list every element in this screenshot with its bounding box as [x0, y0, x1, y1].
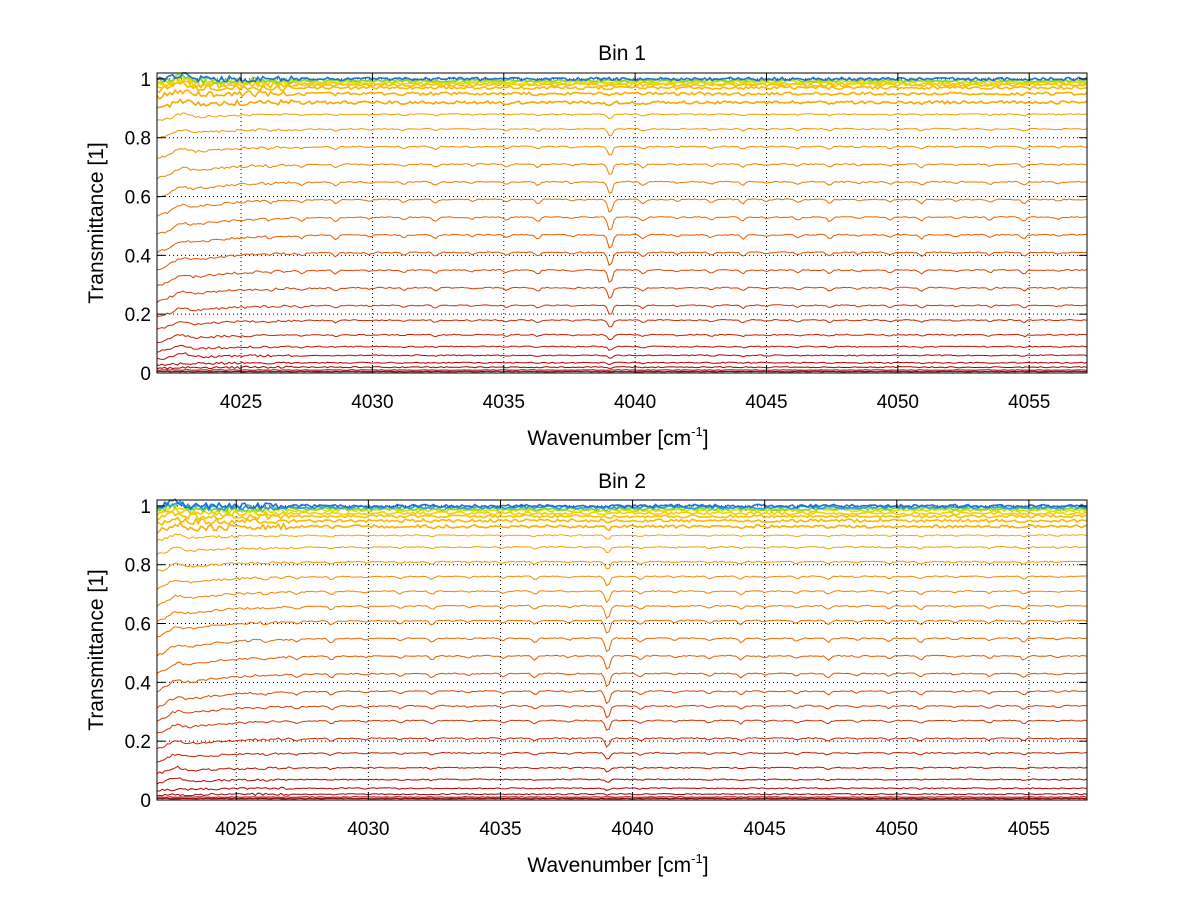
- series-line: [157, 575, 1087, 590]
- y-tick-label: 0.6: [125, 615, 151, 636]
- series-line: [157, 521, 1087, 534]
- x-tick-label: 4045: [745, 392, 787, 413]
- series-line: [157, 361, 1087, 367]
- x-axis-label-end: ]: [703, 427, 709, 450]
- x-tick-label: 4030: [351, 392, 393, 413]
- series-line: [157, 654, 1087, 674]
- x-tick-label: 4050: [877, 392, 919, 413]
- x-tick-label: 4055: [1008, 819, 1050, 840]
- y-tick-label: 1: [140, 497, 151, 518]
- y-tick-label: 0.2: [125, 732, 151, 753]
- y-tick-label: 0.8: [125, 129, 151, 150]
- series-line: [157, 501, 1087, 514]
- x-tick-label: 4025: [215, 819, 257, 840]
- series-line: [157, 112, 1087, 121]
- series-line: [157, 619, 1087, 638]
- y-tick-label: 0.4: [125, 673, 152, 694]
- x-axis-label-main: Wavenumber [cm: [527, 427, 691, 450]
- y-axis-label: Transmittance [1]: [85, 142, 108, 303]
- series-line: [157, 233, 1087, 254]
- y-tick-label: 0.8: [125, 556, 151, 577]
- series-line: [157, 344, 1087, 353]
- series-line: [157, 796, 1087, 798]
- x-tick-label: 4040: [614, 392, 656, 413]
- series-group: [157, 498, 1087, 800]
- series-line: [157, 76, 1087, 88]
- series-line: [157, 333, 1087, 344]
- series-line: [157, 590, 1087, 607]
- series-line: [157, 604, 1087, 622]
- series-line: [157, 506, 1087, 518]
- series-line: [157, 510, 1087, 522]
- series-line: [157, 765, 1087, 775]
- series-line: [157, 352, 1087, 360]
- series-line: [157, 672, 1087, 693]
- series-line: [157, 304, 1087, 318]
- series-line: [157, 533, 1087, 542]
- x-axis-label: Wavenumber [cm-1]: [527, 424, 708, 450]
- x-axis-label-superscript: -1: [691, 424, 703, 439]
- x-tick-label: 4040: [611, 819, 653, 840]
- series-line: [157, 88, 1087, 101]
- x-tick-label: 4055: [1008, 392, 1050, 413]
- series-line: [157, 180, 1087, 198]
- series-line: [157, 560, 1087, 572]
- x-tick-label: 4025: [220, 392, 262, 413]
- chart-title: Bin 2: [598, 470, 646, 493]
- series-line: [157, 370, 1087, 373]
- y-tick-label: 0.2: [125, 305, 151, 326]
- axes-frame: [156, 72, 1088, 374]
- series-line: [157, 318, 1087, 330]
- series-line: [157, 545, 1087, 555]
- x-tick-label: 4035: [479, 819, 521, 840]
- series-line: [157, 719, 1087, 734]
- series-line: [157, 286, 1087, 303]
- series-line: [157, 792, 1087, 797]
- series-line: [157, 637, 1087, 657]
- series-line: [157, 737, 1087, 750]
- series-line: [157, 216, 1087, 235]
- series-line: [157, 777, 1087, 785]
- series-line: [157, 365, 1087, 370]
- series-line: [157, 127, 1087, 139]
- x-tick-label: 4030: [347, 819, 389, 840]
- series-line: [157, 145, 1087, 159]
- axes-frame: [156, 499, 1088, 801]
- y-tick-label: 0.6: [125, 188, 151, 209]
- series-line: [157, 97, 1087, 109]
- series-line: [157, 704, 1087, 722]
- y-axis-label: Transmittance [1]: [85, 569, 108, 730]
- series-line: [157, 73, 1087, 86]
- series-line: [157, 268, 1087, 287]
- series-line: [157, 516, 1087, 526]
- plot-panel-bin-1: Bin 1 4025 4030 4035 4040 4045 4050 4055 0 0.2 0.4…: [85, 42, 1088, 450]
- x-tick-label: 4035: [483, 392, 525, 413]
- series-line: [157, 369, 1087, 371]
- series-line: [157, 498, 1087, 510]
- chart-title: Bin 1: [598, 42, 646, 65]
- series-line: [157, 797, 1087, 800]
- x-axis-label: Wavenumber [cm-1]: [527, 851, 708, 877]
- series-line: [157, 163, 1087, 180]
- x-axis-label-superscript: -1: [691, 851, 703, 866]
- y-tick-label: 0: [140, 791, 151, 812]
- series-line: [157, 251, 1087, 271]
- x-axis-label-end: ]: [703, 854, 709, 877]
- series-line: [157, 690, 1087, 709]
- y-tick-label: 0.4: [125, 246, 152, 267]
- plot-panel-bin-2: Bin 2 4025 4030 4035 4040 4045 4050 4055 0 0.2 0.4…: [85, 470, 1088, 877]
- y-tick-label: 1: [140, 70, 151, 91]
- series-group: [157, 71, 1087, 373]
- series-line: [157, 786, 1087, 792]
- series-line: [157, 198, 1087, 217]
- y-tick-label: 0: [140, 364, 151, 385]
- x-axis-label-main: Wavenumber [cm: [527, 854, 691, 877]
- series-line: [157, 71, 1087, 84]
- series-line: [157, 751, 1087, 763]
- x-tick-label: 4050: [876, 819, 918, 840]
- x-tick-label: 4045: [744, 819, 786, 840]
